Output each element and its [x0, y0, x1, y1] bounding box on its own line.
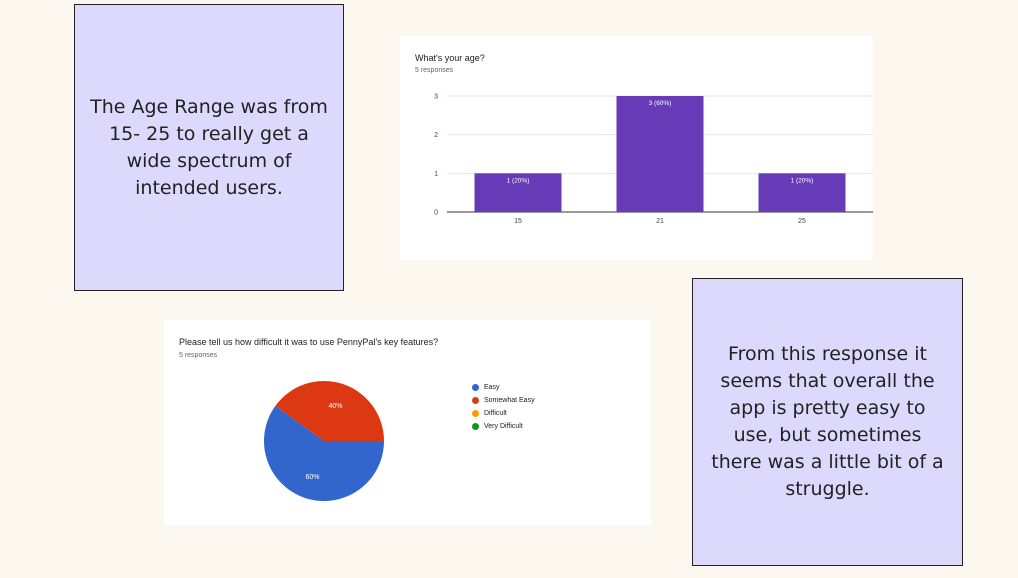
legend-item: Very Difficult — [472, 420, 535, 433]
legend-marker — [472, 384, 479, 391]
age-range-note-text: The Age Range was from 15- 25 to really … — [90, 95, 328, 199]
y-tick-label: 1 — [434, 171, 438, 178]
legend-label: Easy — [484, 384, 500, 391]
legend-marker — [472, 397, 479, 404]
bar — [616, 96, 704, 212]
legend-label: Very Difficult — [484, 423, 523, 430]
legend-label: Somewhat Easy — [484, 397, 535, 404]
pie-slice-label: 60% — [305, 474, 319, 481]
legend-label: Difficult — [484, 410, 507, 417]
legend-item: Somewhat Easy — [472, 394, 535, 407]
legend-marker — [472, 423, 479, 430]
pie-legend: Easy Somewhat Easy Difficult Very Difficult — [472, 381, 535, 433]
bar-chart-title: What's your age? — [415, 53, 485, 63]
bar-data-label: 1 (20%) — [507, 177, 530, 184]
pie-slice-label: 40% — [328, 403, 342, 410]
y-tick-label: 2 — [434, 132, 438, 139]
bar-data-label: 3 (60%) — [649, 100, 672, 107]
y-tick-label: 0 — [434, 210, 438, 217]
pie-slice — [275, 381, 384, 441]
difficulty-note-text: From this response it seems that overall… — [711, 343, 944, 500]
age-bar-chart: 0 1 2 3 1 (20%) 15 3 (60%) 21 1 (20%) 25 — [434, 94, 873, 225]
difficulty-pie-chart-card: Please tell us how difficult it was to u… — [164, 320, 651, 525]
legend-marker — [472, 410, 479, 417]
x-tick-label: 15 — [514, 218, 522, 225]
bar — [758, 173, 846, 212]
pie-chart-subtitle: 5 responses — [179, 352, 218, 359]
bar-chart-subtitle: 5 responses — [415, 67, 454, 74]
legend-item: Difficult — [472, 407, 535, 420]
x-tick-label: 25 — [798, 218, 806, 225]
age-bar-chart-card: What's your age? 5 responses 0 1 2 3 1 (20%)… — [400, 36, 873, 260]
legend-item: Easy — [472, 381, 535, 394]
difficulty-pie-chart: 60% 40% — [264, 381, 384, 501]
y-tick-label: 3 — [434, 94, 438, 101]
bar — [474, 173, 562, 212]
pie-slice — [264, 405, 384, 501]
x-tick-label: 21 — [656, 218, 664, 225]
age-range-note: The Age Range was from 15- 25 to really … — [74, 4, 344, 291]
bar-data-label: 1 (20%) — [791, 177, 814, 184]
difficulty-note: From this response it seems that overall… — [692, 278, 963, 566]
pie-chart-title: Please tell us how difficult it was to u… — [179, 337, 439, 347]
